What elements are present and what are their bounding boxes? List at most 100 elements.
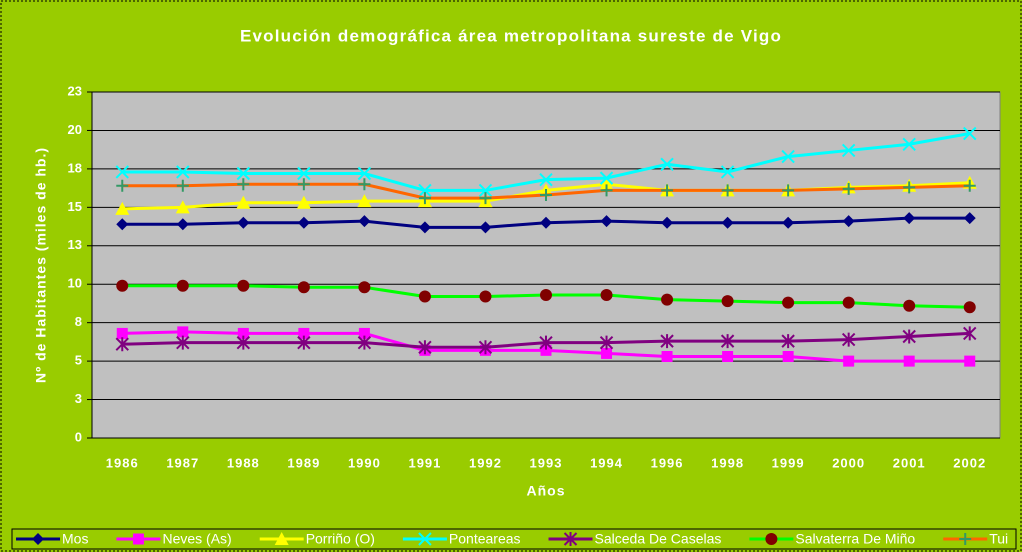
data-point (563, 532, 578, 546)
data-point (782, 296, 795, 309)
data-point (115, 165, 129, 179)
data-point (418, 290, 431, 303)
x-tick-label: 1993 (530, 455, 563, 470)
data-point (175, 200, 190, 214)
data-point (661, 350, 673, 362)
x-tick-label: 1988 (227, 455, 260, 470)
legend-label: Neves (As) (162, 531, 231, 547)
data-point (358, 215, 371, 228)
data-point (479, 192, 492, 205)
y-tick-label: 20 (68, 122, 82, 137)
data-point (177, 326, 189, 338)
y-tick-label: 3 (75, 391, 82, 406)
data-point (115, 201, 130, 215)
data-point (176, 335, 190, 350)
x-axis-label: Años (527, 483, 566, 499)
chart-title: Evolución demográfica área metropolitana… (240, 26, 782, 45)
data-point (296, 195, 311, 209)
data-point (661, 293, 674, 306)
x-tick-label: 1987 (166, 455, 199, 470)
data-point (116, 279, 129, 292)
data-point (903, 181, 916, 194)
data-point (903, 212, 916, 225)
y-tick-label: 15 (68, 199, 82, 214)
data-point (600, 215, 613, 228)
data-point (115, 337, 129, 352)
x-tick-label: 1990 (348, 455, 381, 470)
x-tick-label: 2001 (893, 455, 926, 470)
data-point (237, 216, 250, 229)
data-point (116, 218, 129, 231)
x-tick-label: 1998 (711, 455, 744, 470)
data-point (236, 166, 251, 181)
y-tick-label: 8 (75, 314, 82, 329)
data-point (964, 355, 976, 367)
data-point (841, 332, 856, 347)
data-point (236, 335, 251, 350)
data-point (721, 295, 734, 308)
data-point (842, 296, 855, 309)
data-point (721, 184, 734, 197)
data-point (963, 301, 976, 314)
y-tick-label: 13 (68, 237, 82, 252)
data-point (721, 216, 734, 229)
x-tick-label: 1986 (106, 455, 139, 470)
y-tick-label: 0 (75, 429, 82, 444)
data-point (661, 216, 674, 229)
data-point (176, 165, 190, 179)
data-point (782, 216, 795, 229)
data-point (720, 334, 735, 349)
legend (11, 528, 1017, 550)
data-point (358, 281, 371, 294)
data-point (297, 216, 310, 229)
data-point (478, 340, 493, 355)
data-point (903, 299, 916, 312)
data-point (843, 355, 855, 367)
data-point (116, 327, 128, 339)
data-point (236, 195, 251, 209)
data-point (176, 218, 189, 231)
data-point (176, 279, 189, 292)
x-tick-label: 1992 (469, 455, 502, 470)
legend-label: Porriño (O) (306, 531, 375, 547)
data-point (720, 165, 735, 179)
data-point (418, 192, 431, 205)
data-point (722, 350, 734, 362)
legend-label: Mos (62, 531, 88, 547)
data-point (902, 329, 916, 344)
data-point (842, 182, 855, 195)
data-point (599, 177, 614, 191)
data-point (297, 335, 311, 350)
data-point (600, 184, 613, 197)
y-axis-label: Nº de Habitantes (miles de hb.) (33, 147, 49, 383)
y-tick-label: 18 (68, 160, 82, 175)
legend-label: Tui (989, 531, 1008, 547)
data-point (357, 335, 372, 350)
x-tick-label: 1991 (408, 455, 441, 470)
data-point (841, 143, 856, 158)
data-point (357, 194, 372, 208)
data-point (959, 533, 972, 545)
data-point (963, 126, 977, 141)
legend-label: Salvaterra De Miño (795, 531, 915, 547)
y-tick-label: 5 (75, 353, 82, 368)
data-point (660, 157, 674, 171)
data-point (418, 340, 432, 355)
data-point (601, 347, 613, 359)
x-tick-label: 1996 (651, 455, 684, 470)
data-point (782, 184, 795, 197)
x-tick-label: 1994 (590, 455, 623, 470)
data-point (842, 215, 855, 228)
data-point (132, 533, 144, 545)
data-point (661, 184, 674, 197)
data-point (418, 221, 431, 234)
data-point (539, 335, 553, 350)
data-point (781, 149, 795, 164)
data-point (297, 281, 310, 294)
data-point (539, 172, 553, 187)
y-tick-label: 10 (68, 276, 82, 291)
x-tick-label: 1999 (772, 455, 805, 470)
y-tick-label: 23 (68, 83, 82, 98)
data-point (782, 350, 794, 362)
